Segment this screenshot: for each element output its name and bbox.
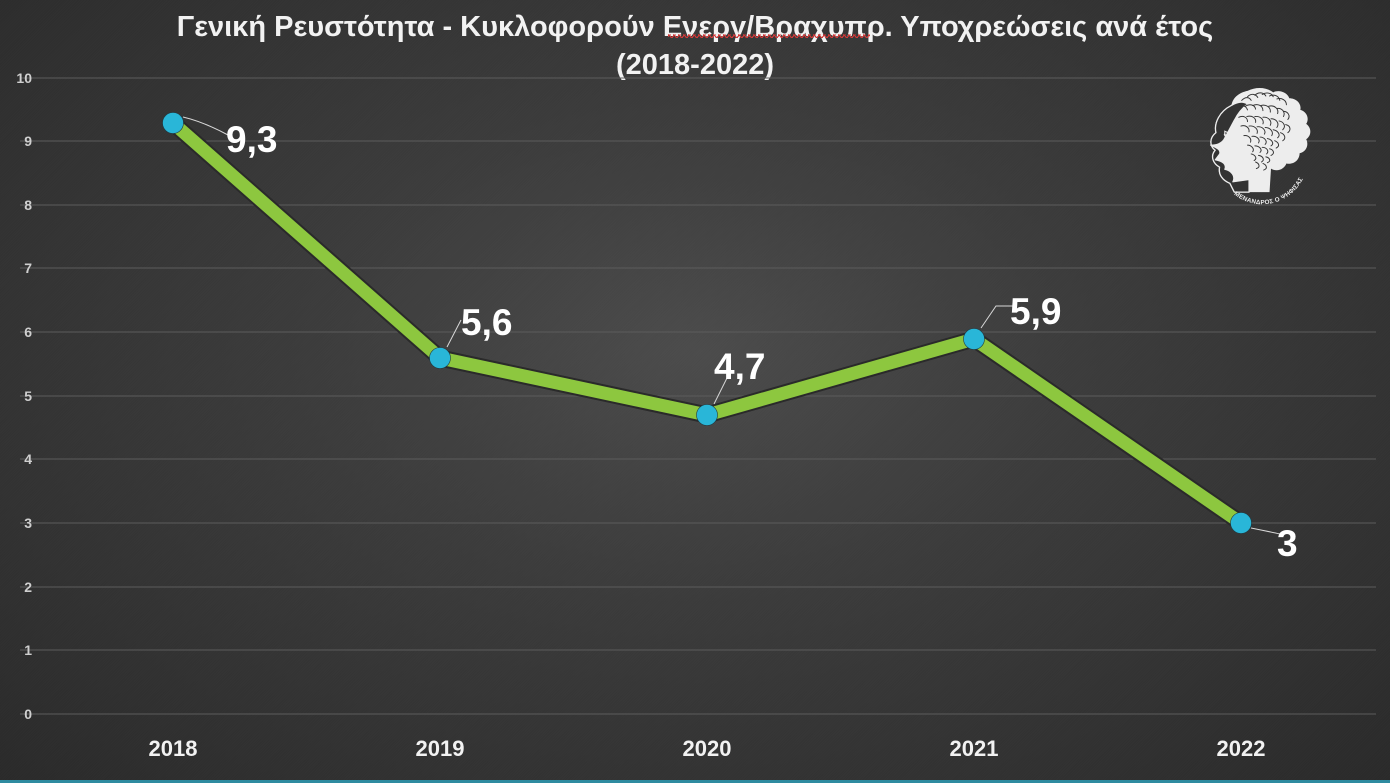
svg-text:3: 3: [1277, 523, 1298, 564]
svg-text:9,3: 9,3: [226, 119, 277, 160]
svg-text:4,7: 4,7: [714, 346, 765, 387]
svg-text:5,6: 5,6: [461, 302, 512, 343]
svg-text:5,9: 5,9: [1010, 291, 1061, 332]
